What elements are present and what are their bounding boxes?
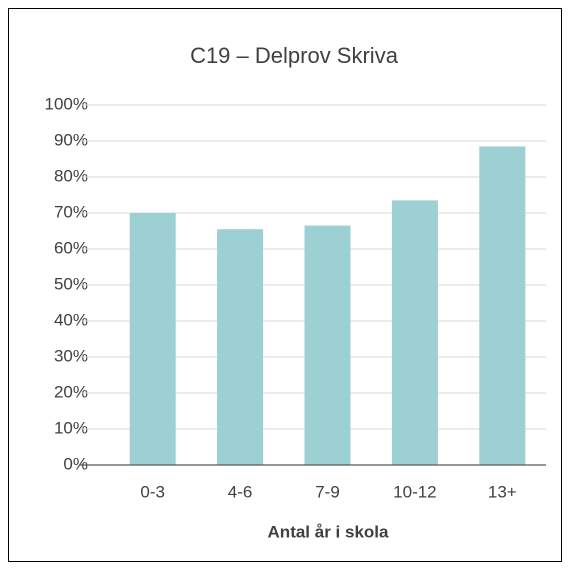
x-tick-label: 4-6 bbox=[228, 482, 253, 501]
bar bbox=[479, 146, 526, 465]
x-axis-title: Antal år i skola bbox=[268, 522, 389, 541]
y-tick-label: 40% bbox=[54, 310, 88, 329]
chart-title: C19 – Delprov Skriva bbox=[190, 43, 399, 68]
y-tick-label: 70% bbox=[54, 202, 88, 221]
y-tick-label: 0% bbox=[63, 454, 88, 473]
bar bbox=[304, 225, 351, 465]
bar bbox=[129, 213, 176, 465]
y-tick-label: 30% bbox=[54, 346, 88, 365]
x-tick-label: 13+ bbox=[488, 482, 517, 501]
y-tick-label: 50% bbox=[54, 274, 88, 293]
x-tick-label: 10-12 bbox=[393, 482, 436, 501]
x-tick-label: 7-9 bbox=[315, 482, 340, 501]
bar bbox=[391, 200, 438, 465]
y-tick-label: 80% bbox=[54, 166, 88, 185]
y-tick-label: 100% bbox=[45, 94, 88, 113]
y-tick-label: 90% bbox=[54, 130, 88, 149]
x-tick-label: 0-3 bbox=[140, 482, 165, 501]
y-tick-label: 20% bbox=[54, 382, 88, 401]
bar bbox=[217, 229, 264, 465]
y-tick-label: 60% bbox=[54, 238, 88, 257]
y-tick-label: 10% bbox=[54, 418, 88, 437]
